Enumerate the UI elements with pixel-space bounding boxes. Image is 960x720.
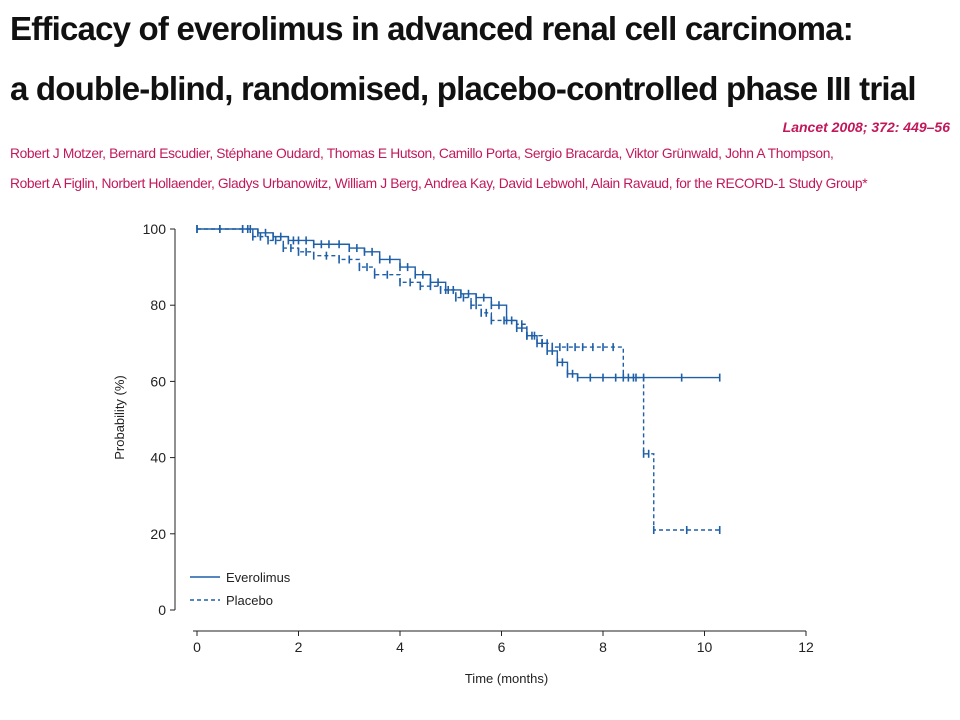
x-tick-label-10: 10 xyxy=(697,639,713,655)
y-tick-label-80: 80 xyxy=(150,297,166,313)
series-layer xyxy=(196,225,721,534)
y-tick-label-0: 0 xyxy=(158,602,166,618)
x-tick-label-12: 12 xyxy=(798,639,814,655)
legend-label-placebo: Placebo xyxy=(226,593,273,608)
series-everolimus xyxy=(197,228,720,379)
x-tick-label-4: 4 xyxy=(396,639,404,655)
y-tick-label-20: 20 xyxy=(150,526,166,542)
y-axis-label: Probability (%) xyxy=(112,375,127,460)
series-placebo xyxy=(197,228,720,531)
chart-axes: 0 2 4 6 8 10 12 0 20 40 60 80 100 xyxy=(143,221,814,655)
x-tick-label-8: 8 xyxy=(599,639,607,655)
authors-line-1: Robert J Motzer, Bernard Escudier, Stéph… xyxy=(10,146,834,161)
authors-line-2: Robert A Figlin, Norbert Hollaender, Gla… xyxy=(10,176,868,191)
y-tick-label-100: 100 xyxy=(143,221,167,237)
x-tick-label-6: 6 xyxy=(498,639,506,655)
x-tick-label-2: 2 xyxy=(295,639,303,655)
x-tick-label-0: 0 xyxy=(193,639,201,655)
y-tick-label-60: 60 xyxy=(150,373,166,389)
title-line-2: a double-blind, randomised, placebo-cont… xyxy=(10,70,917,107)
x-axis-label: Time (months) xyxy=(465,671,548,686)
y-tick-label-40: 40 xyxy=(150,450,166,466)
legend-label-everolimus: Everolimus xyxy=(226,570,291,585)
legend: Everolimus Placebo xyxy=(190,570,291,608)
title-line-1: Efficacy of everolimus in advanced renal… xyxy=(10,10,854,47)
citation: Lancet 2008; 372: 449–56 xyxy=(782,119,950,135)
